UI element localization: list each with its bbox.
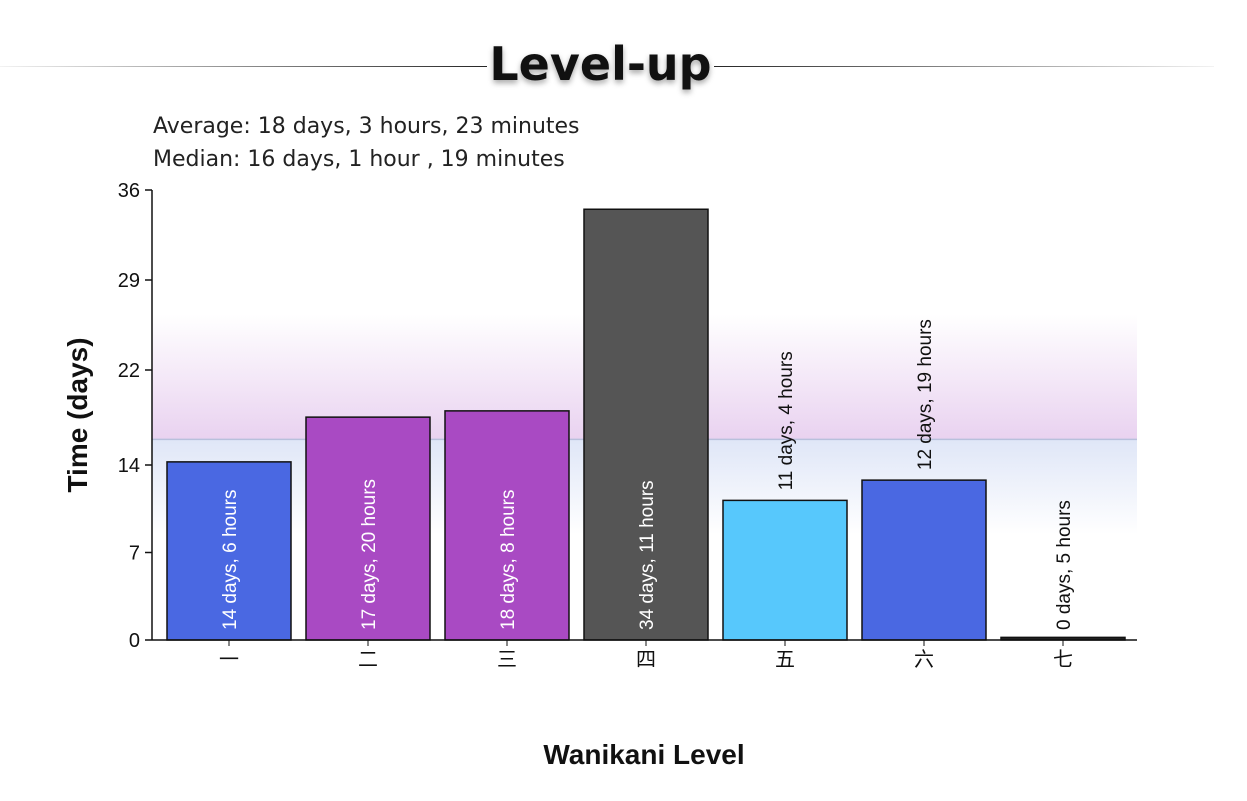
average-stat: Average: 18 days, 3 hours, 23 minutes: [153, 114, 580, 139]
bar-5: [722, 499, 848, 641]
x-tick-label-3: 三: [497, 647, 517, 671]
bar-label-4: 34 days, 11 hours: [637, 480, 658, 630]
y-tick-label-22: 22: [118, 360, 140, 382]
y-tick-label-7: 7: [129, 543, 140, 565]
y-tick-label-36: 36: [118, 180, 140, 202]
x-tick-label-5: 五: [775, 647, 795, 671]
y-axis-title: Time (days): [62, 337, 93, 492]
y-tick-label-0: 0: [129, 630, 140, 652]
bar-3: [444, 410, 570, 641]
x-tick-label-2: 二: [358, 647, 378, 671]
bar-label-6: 12 days, 19 hours: [915, 319, 936, 470]
x-axis-title: Wanikani Level: [543, 739, 744, 770]
x-tick-label-6: 六: [914, 647, 934, 671]
title-rule-right: [714, 66, 1214, 67]
bar-label-1: 14 days, 6 hours: [220, 490, 241, 630]
bar-label-3: 18 days, 8 hours: [498, 490, 519, 630]
title-row: Level-up: [0, 30, 1247, 102]
bar-1: [166, 461, 292, 641]
bar-label-2: 17 days, 20 hours: [359, 479, 380, 630]
stats-block: Average: 18 days, 3 hours, 23 minutes Me…: [153, 110, 580, 176]
median-stat: Median: 16 days, 1 hour , 19 minutes: [153, 147, 565, 172]
x-tick-label-4: 四: [636, 647, 656, 671]
x-tick-label-1: 一: [219, 647, 239, 671]
y-tick-label-29: 29: [118, 270, 140, 292]
y-tick-label-14: 14: [118, 455, 140, 477]
title-rule-left: [0, 66, 487, 67]
page-title: Level-up: [489, 37, 712, 91]
bar-4: [583, 208, 709, 641]
bar-6: [861, 479, 987, 641]
bar-label-7: 0 days, 5 hours: [1054, 500, 1075, 630]
x-tick-label-7: 七: [1053, 647, 1073, 671]
bar-label-5: 11 days, 4 hours: [776, 351, 797, 490]
bar-2: [305, 416, 431, 641]
